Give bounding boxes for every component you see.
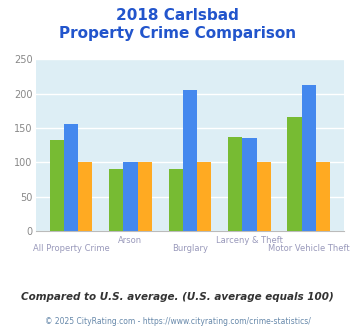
Bar xyxy=(197,162,211,231)
Bar xyxy=(257,162,271,231)
Bar xyxy=(228,137,242,231)
Text: © 2025 CityRating.com - https://www.cityrating.com/crime-statistics/: © 2025 CityRating.com - https://www.city… xyxy=(45,317,310,326)
Bar xyxy=(242,138,257,231)
Bar xyxy=(138,162,152,231)
Text: Arson: Arson xyxy=(118,237,142,246)
Bar xyxy=(302,85,316,231)
Text: All Property Crime: All Property Crime xyxy=(33,244,109,253)
Bar xyxy=(169,169,183,231)
Bar xyxy=(109,169,123,231)
Text: Larceny & Theft: Larceny & Theft xyxy=(216,237,283,246)
Bar xyxy=(50,140,64,231)
Legend: Carlsbad, New Mexico, National: Carlsbad, New Mexico, National xyxy=(34,326,345,330)
Text: 2018 Carlsbad: 2018 Carlsbad xyxy=(116,8,239,23)
Text: Motor Vehicle Theft: Motor Vehicle Theft xyxy=(268,244,350,253)
Text: Burglary: Burglary xyxy=(172,244,208,253)
Bar xyxy=(183,90,197,231)
Text: Property Crime Comparison: Property Crime Comparison xyxy=(59,26,296,41)
Bar xyxy=(64,124,78,231)
Bar xyxy=(123,162,138,231)
Bar xyxy=(288,117,302,231)
Bar xyxy=(78,162,92,231)
Text: Compared to U.S. average. (U.S. average equals 100): Compared to U.S. average. (U.S. average … xyxy=(21,292,334,302)
Bar xyxy=(316,162,330,231)
